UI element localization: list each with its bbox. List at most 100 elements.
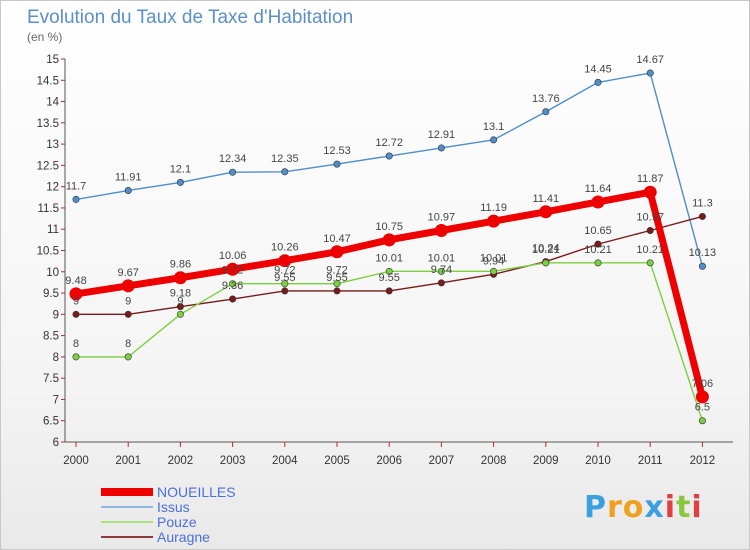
chart-subtitle: (en %) (27, 30, 63, 44)
data-label: 12.91 (428, 129, 456, 141)
y-tick-label: 13.5 (37, 118, 59, 130)
data-label: 9.72 (274, 265, 295, 277)
data-label: 10.06 (219, 250, 247, 262)
x-tick-label: 2007 (429, 455, 455, 467)
data-label: 10.01 (375, 252, 403, 264)
data-label: 10.01 (428, 252, 456, 264)
data-point (591, 195, 605, 209)
data-label: 10.24 (532, 243, 560, 255)
data-point (72, 310, 80, 318)
series-line-pouze (76, 262, 704, 421)
data-point (333, 160, 341, 168)
y-tick-label: 12.5 (37, 160, 59, 172)
data-point (539, 205, 553, 219)
data-label: 14.45 (584, 63, 612, 75)
y-tick-label: 6 (53, 437, 59, 449)
data-point (385, 267, 393, 275)
data-label: 10.21 (532, 244, 560, 256)
data-point (695, 390, 709, 404)
data-label: 7.06 (692, 378, 713, 390)
data-point (542, 259, 550, 267)
x-tick-label: 2010 (585, 455, 611, 467)
logo-letter: i (691, 490, 703, 525)
data-point (490, 267, 498, 275)
data-label: 11.64 (585, 183, 612, 195)
proxiti-logo: Proxiti (584, 490, 703, 525)
data-point (124, 353, 132, 361)
x-tick-label: 2009 (533, 455, 559, 467)
y-tick-label: 14 (46, 97, 59, 109)
x-tick-label: 2006 (376, 455, 402, 467)
data-point (124, 310, 132, 318)
data-point (281, 280, 289, 288)
data-label: 10.01 (480, 252, 508, 264)
data-label: 9.86 (170, 259, 191, 271)
data-point (121, 279, 135, 293)
data-point (643, 185, 657, 199)
x-tick-label: 2008 (481, 455, 507, 467)
y-tick-label: 11 (47, 224, 59, 236)
data-point (72, 195, 80, 203)
data-point (434, 223, 448, 237)
y-tick-label: 13 (46, 139, 59, 151)
x-tick-label: 2005 (324, 455, 350, 467)
x-tick-label: 2004 (272, 455, 298, 467)
x-tick-label: 2000 (63, 455, 89, 467)
y-tick-label: 10 (46, 267, 59, 279)
data-point (229, 280, 237, 288)
data-point (229, 295, 237, 303)
x-tick-label: 2011 (638, 455, 663, 467)
data-label: 10.26 (271, 242, 299, 254)
x-tick-label: 2002 (168, 455, 194, 467)
y-tick-label: 8 (53, 352, 59, 364)
legend-label: NOUEILLES (157, 484, 236, 500)
data-label: 9.94 (483, 255, 504, 267)
data-point (72, 353, 80, 361)
data-point (385, 287, 393, 295)
data-label: 9.72 (222, 265, 243, 277)
data-point (698, 417, 706, 425)
data-point (698, 262, 706, 270)
data-point (176, 178, 184, 186)
data-point (382, 233, 396, 247)
data-point (594, 78, 602, 86)
data-label: 12.1 (170, 163, 191, 175)
data-label: 9.55 (274, 272, 295, 284)
data-point (330, 245, 344, 259)
data-point (487, 214, 501, 228)
y-tick-label: 9 (53, 309, 59, 321)
data-label: 9.67 (117, 267, 138, 279)
logo-letter: o (622, 490, 645, 525)
y-tick-label: 7 (53, 394, 59, 406)
data-point (278, 254, 292, 268)
logo-letter: P (584, 490, 607, 525)
data-label: 9 (125, 295, 131, 307)
data-point (490, 136, 498, 144)
data-point (385, 152, 393, 160)
data-point (594, 259, 602, 267)
y-tick-label: 9.5 (43, 288, 59, 300)
data-point (281, 168, 289, 176)
x-tick-label: 2001 (115, 455, 141, 467)
data-point (437, 267, 445, 275)
y-tick-label: 15 (46, 54, 59, 66)
y-tick-label: 11.5 (37, 203, 59, 215)
logo-letter: i (664, 490, 677, 525)
x-tick-label: 2003 (220, 455, 246, 467)
data-label: 12.35 (271, 153, 299, 165)
data-label: 10.97 (636, 211, 664, 223)
data-point (333, 280, 341, 288)
data-point (173, 271, 187, 285)
data-label: 10.21 (584, 244, 612, 256)
data-label: 9.18 (170, 288, 191, 300)
data-point (69, 287, 83, 301)
data-label: 13.76 (532, 93, 560, 105)
x-tick-label: 2012 (690, 455, 716, 467)
data-point (281, 287, 289, 295)
logo-letter: x (644, 490, 665, 525)
data-label: 9 (177, 295, 183, 307)
data-label: 6.5 (695, 402, 710, 414)
data-label: 10.47 (323, 233, 351, 245)
